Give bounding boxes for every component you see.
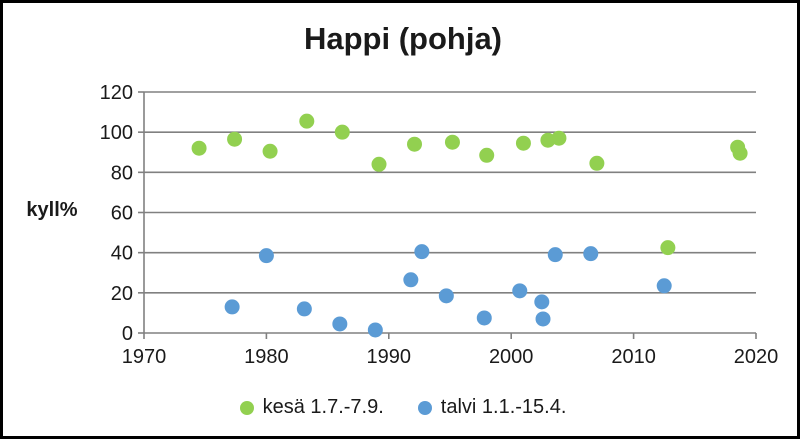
data-point bbox=[656, 278, 672, 294]
data-point bbox=[414, 244, 430, 260]
x-tick-label: 1970 bbox=[122, 346, 167, 368]
x-tick-label: 2000 bbox=[489, 346, 534, 368]
y-tick-label: 20 bbox=[111, 283, 133, 305]
y-tick-label: 80 bbox=[111, 162, 133, 184]
x-tick-label: 1990 bbox=[367, 346, 412, 368]
legend-label: kesä 1.7.-7.9. bbox=[262, 396, 384, 418]
data-point bbox=[403, 272, 419, 288]
data-point bbox=[547, 247, 563, 263]
data-point bbox=[367, 322, 383, 338]
data-point bbox=[296, 301, 312, 317]
data-point bbox=[583, 246, 599, 262]
y-tick-label: 120 bbox=[100, 82, 133, 104]
chart-title: Happi (pohja) bbox=[303, 21, 503, 56]
y-tick-label: 0 bbox=[122, 323, 133, 345]
data-point bbox=[660, 240, 676, 256]
data-point bbox=[332, 316, 348, 332]
data-point bbox=[444, 134, 460, 150]
y-tick-label: 40 bbox=[111, 243, 133, 265]
legend: kesä 1.7.-7.9. talvi 1.1.-15.4. bbox=[3, 396, 797, 419]
data-point bbox=[732, 145, 748, 161]
data-point bbox=[515, 135, 531, 151]
data-point bbox=[334, 124, 350, 140]
y-axis-title: kyll% bbox=[26, 199, 78, 221]
y-tick-label: 100 bbox=[100, 122, 133, 144]
legend-label: talvi 1.1.-15.4. bbox=[440, 396, 567, 418]
data-point bbox=[227, 131, 243, 147]
legend-item: talvi 1.1.-15.4. bbox=[417, 396, 567, 419]
x-tick-label: 2010 bbox=[611, 346, 656, 368]
data-point bbox=[371, 156, 387, 172]
data-point bbox=[299, 113, 315, 129]
y-tick-label: 60 bbox=[111, 203, 133, 225]
legend-marker-icon bbox=[417, 400, 432, 415]
data-point bbox=[224, 299, 240, 315]
data-point bbox=[407, 136, 423, 152]
legend-marker-icon bbox=[239, 400, 254, 415]
data-point bbox=[191, 140, 207, 156]
data-point bbox=[589, 155, 605, 171]
data-point bbox=[258, 248, 274, 264]
data-point bbox=[479, 147, 495, 163]
data-point bbox=[535, 311, 551, 327]
x-tick-label: 2020 bbox=[734, 346, 779, 368]
data-point bbox=[438, 288, 454, 304]
scatter-plot-area: 0 20 40 60 80 100 120 1970 1980 1990 2000 2010 2020 bbox=[100, 82, 779, 368]
data-point bbox=[551, 130, 567, 146]
data-point bbox=[262, 143, 278, 159]
x-tick-label: 1980 bbox=[244, 346, 289, 368]
data-point bbox=[534, 294, 550, 310]
data-point bbox=[512, 283, 528, 299]
data-point bbox=[476, 310, 492, 326]
legend-item: kesä 1.7.-7.9. bbox=[239, 396, 384, 419]
